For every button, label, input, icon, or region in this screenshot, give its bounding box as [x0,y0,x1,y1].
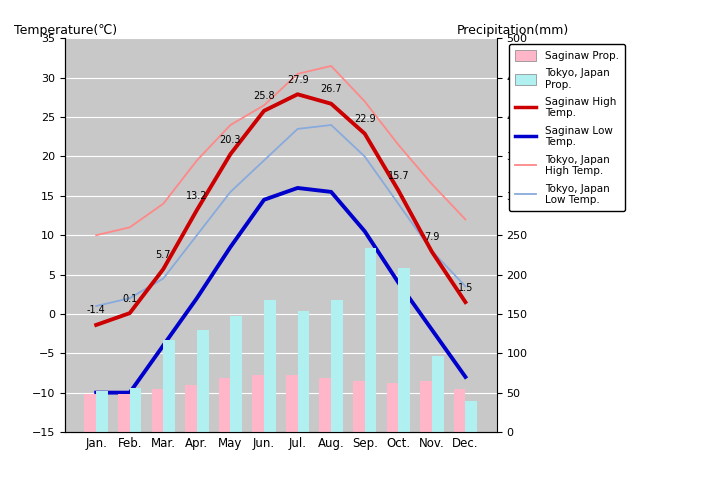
Bar [84,394,96,432]
Bar [230,316,242,432]
Bar [320,378,331,432]
Bar [185,385,197,432]
Text: 15.7: 15.7 [387,171,409,181]
Bar [130,388,142,432]
Bar [365,248,377,432]
Bar [331,300,343,432]
Text: 5.7: 5.7 [156,250,171,260]
Bar [420,381,432,432]
Legend: Saginaw Prop., Tokyo, Japan
Prop., Saginaw High
Temp., Saginaw Low
Temp., Tokyo,: Saginaw Prop., Tokyo, Japan Prop., Sagin… [509,44,625,211]
Text: 25.8: 25.8 [253,91,275,101]
Bar [252,375,264,432]
Bar [286,375,297,432]
Text: 0.1: 0.1 [122,294,138,304]
Text: Precipitation(mm): Precipitation(mm) [457,24,570,37]
Text: 1.5: 1.5 [458,283,473,293]
Bar [197,330,209,432]
Text: Temperature(℃): Temperature(℃) [14,24,117,37]
Bar [152,389,163,432]
Bar [264,300,276,432]
Bar [465,400,477,432]
Text: 22.9: 22.9 [354,114,376,124]
Text: 13.2: 13.2 [186,191,207,201]
Bar [163,340,175,432]
Text: 7.9: 7.9 [424,232,439,242]
Bar [387,383,398,432]
Text: -1.4: -1.4 [87,305,106,315]
Bar [353,381,365,432]
Bar [96,391,108,432]
Bar [219,378,230,432]
Bar [118,394,130,432]
Bar [398,268,410,432]
Bar [297,311,310,432]
Bar [454,389,465,432]
Text: 26.7: 26.7 [320,84,342,94]
Text: 20.3: 20.3 [220,135,241,144]
Bar [432,357,444,432]
Text: 27.9: 27.9 [287,75,308,85]
